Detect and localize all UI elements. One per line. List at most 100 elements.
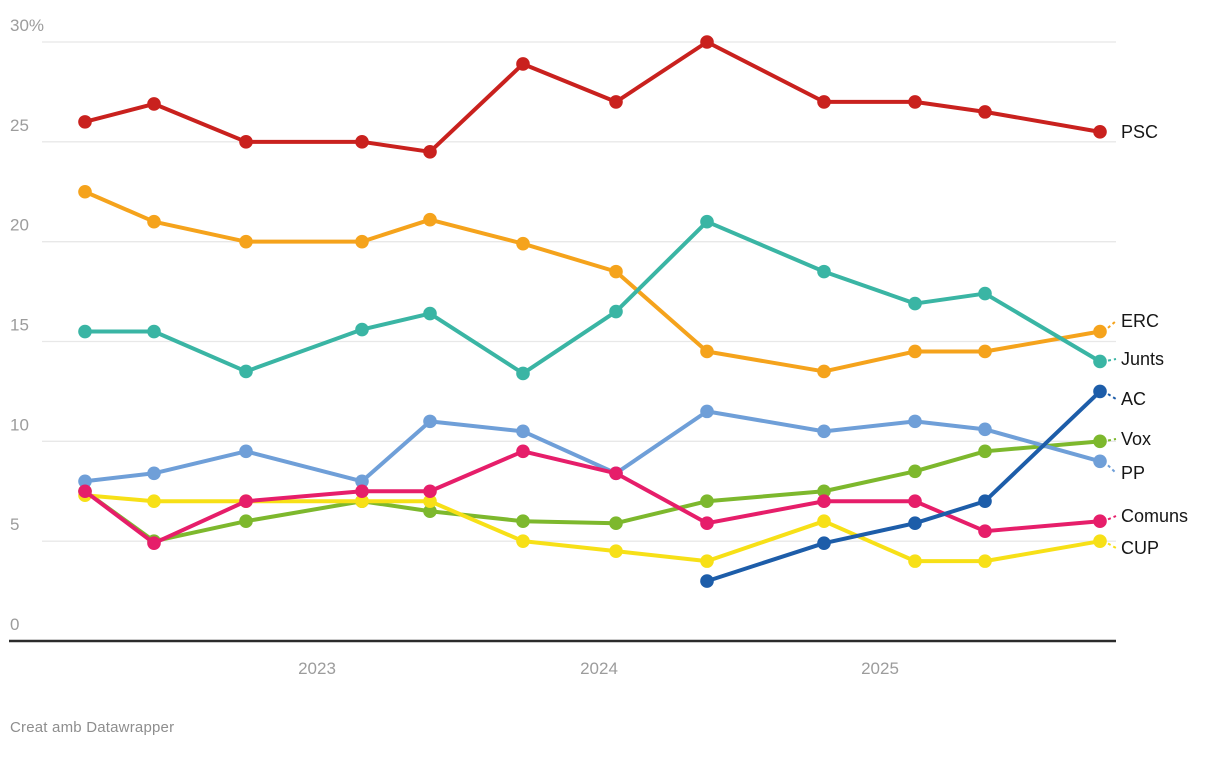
point-ERC-4[interactable] [423,212,437,227]
series-labels: PSC ERC Junts AC Vox PP Comuns CUP [1107,122,1188,558]
point-Vox-2[interactable] [239,514,253,528]
point-ERC-11[interactable] [1093,324,1107,339]
point-Vox-5[interactable] [516,514,530,528]
point-PP-9[interactable] [908,414,922,429]
point-PP-8[interactable] [817,424,831,439]
line-Comuns [83,449,1102,546]
point-Junts-1[interactable] [147,324,161,339]
point-PSC-4[interactable] [423,145,437,159]
point-PSC-10[interactable] [978,105,992,119]
point-AC-0[interactable] [700,574,714,588]
point-AC-2[interactable] [908,516,922,530]
series-label-CUP: CUP [1121,538,1159,558]
point-PSC-7[interactable] [700,35,714,49]
point-Vox-4[interactable] [423,504,437,519]
label-connector-PP [1107,464,1117,474]
point-Comuns-1[interactable] [147,536,161,550]
point-Vox-11[interactable] [1093,434,1107,449]
point-PSC-9[interactable] [908,95,922,109]
point-PP-5[interactable] [516,424,530,439]
point-Comuns-8[interactable] [817,494,831,509]
point-Comuns-4[interactable] [423,484,437,499]
point-PP-10[interactable] [978,422,992,437]
series-label-AC: AC [1121,389,1146,409]
y-axis-label-0: 0 [10,615,19,634]
point-Junts-8[interactable] [817,264,831,279]
point-CUP-3[interactable] [355,494,369,509]
point-ERC-10[interactable] [978,344,992,359]
point-Comuns-9[interactable] [908,494,922,509]
point-Junts-10[interactable] [978,286,992,301]
point-Junts-6[interactable] [609,304,623,319]
point-PSC-0[interactable] [78,115,92,129]
point-ERC-8[interactable] [817,364,831,379]
point-Comuns-3[interactable] [355,484,369,499]
point-AC-1[interactable] [817,536,831,550]
point-CUP-1[interactable] [147,494,161,509]
point-Junts-11[interactable] [1093,354,1107,369]
point-ERC-2[interactable] [239,234,253,249]
point-Comuns-11[interactable] [1093,514,1107,528]
point-PP-0[interactable] [78,474,92,489]
point-PP-7[interactable] [700,404,714,419]
point-Vox-9[interactable] [908,464,922,479]
point-Junts-4[interactable] [423,306,437,321]
point-Comuns-2[interactable] [239,494,253,509]
point-Junts-0[interactable] [78,324,92,339]
point-PSC-6[interactable] [609,95,623,109]
point-Vox-7[interactable] [700,494,714,509]
y-axis-label-15: 15 [10,315,29,334]
point-Comuns-10[interactable] [978,524,992,538]
point-Junts-5[interactable] [516,366,530,381]
point-ERC-7[interactable] [700,344,714,359]
point-PSC-11[interactable] [1093,125,1107,139]
series-lines [78,35,1107,588]
point-PP-2[interactable] [239,444,253,459]
point-PSC-5[interactable] [516,57,530,71]
point-PP-3[interactable] [355,474,369,489]
point-Comuns-7[interactable] [700,516,714,530]
point-Junts-7[interactable] [700,214,714,229]
y-axis: 30% 25 20 15 10 5 0 [9,16,1116,643]
point-ERC-6[interactable] [609,264,623,279]
point-Vox-6[interactable] [609,516,623,530]
point-Junts-3[interactable] [355,322,369,337]
point-PP-1[interactable] [147,466,161,481]
point-ERC-0[interactable] [78,184,92,199]
point-CUP-9[interactable] [908,554,922,568]
point-CUP-5[interactable] [516,534,530,548]
point-Vox-8[interactable] [817,484,831,499]
point-Vox-10[interactable] [978,444,992,459]
point-PSC-3[interactable] [355,135,369,149]
point-Junts-9[interactable] [908,296,922,311]
point-Comuns-6[interactable] [609,466,623,481]
point-ERC-3[interactable] [355,234,369,249]
point-CUP-8[interactable] [817,514,831,528]
line-Vox [83,439,1102,544]
point-Comuns-5[interactable] [516,444,530,459]
point-ERC-5[interactable] [516,236,530,251]
point-Comuns-0[interactable] [78,484,92,499]
point-CUP-10[interactable] [978,554,992,568]
point-PSC-1[interactable] [147,97,161,111]
point-CUP-11[interactable] [1093,534,1107,548]
point-PSC-2[interactable] [239,135,253,149]
point-AC-4[interactable] [1093,384,1107,399]
x-axis: 2023 2024 2025 [298,659,899,678]
point-ERC-9[interactable] [908,344,922,359]
point-Junts-2[interactable] [239,364,253,379]
point-PP-11[interactable] [1093,454,1107,469]
chart-canvas: 30% 25 20 15 10 5 0 2023 2024 2025 PSC ERC Junts AC Vo… [9,16,1188,678]
point-PSC-8[interactable] [817,95,831,109]
point-ERC-1[interactable] [147,214,161,229]
point-CUP-6[interactable] [609,544,623,558]
series-label-Comuns: Comuns [1121,506,1188,526]
label-connector-ERC [1107,320,1117,329]
point-PP-4[interactable] [423,414,437,429]
line-CUP [83,493,1102,564]
point-AC-3[interactable] [978,494,992,509]
point-CUP-7[interactable] [700,554,714,568]
x-axis-label-2023: 2023 [298,659,336,678]
point-CUP-4[interactable] [423,494,437,509]
